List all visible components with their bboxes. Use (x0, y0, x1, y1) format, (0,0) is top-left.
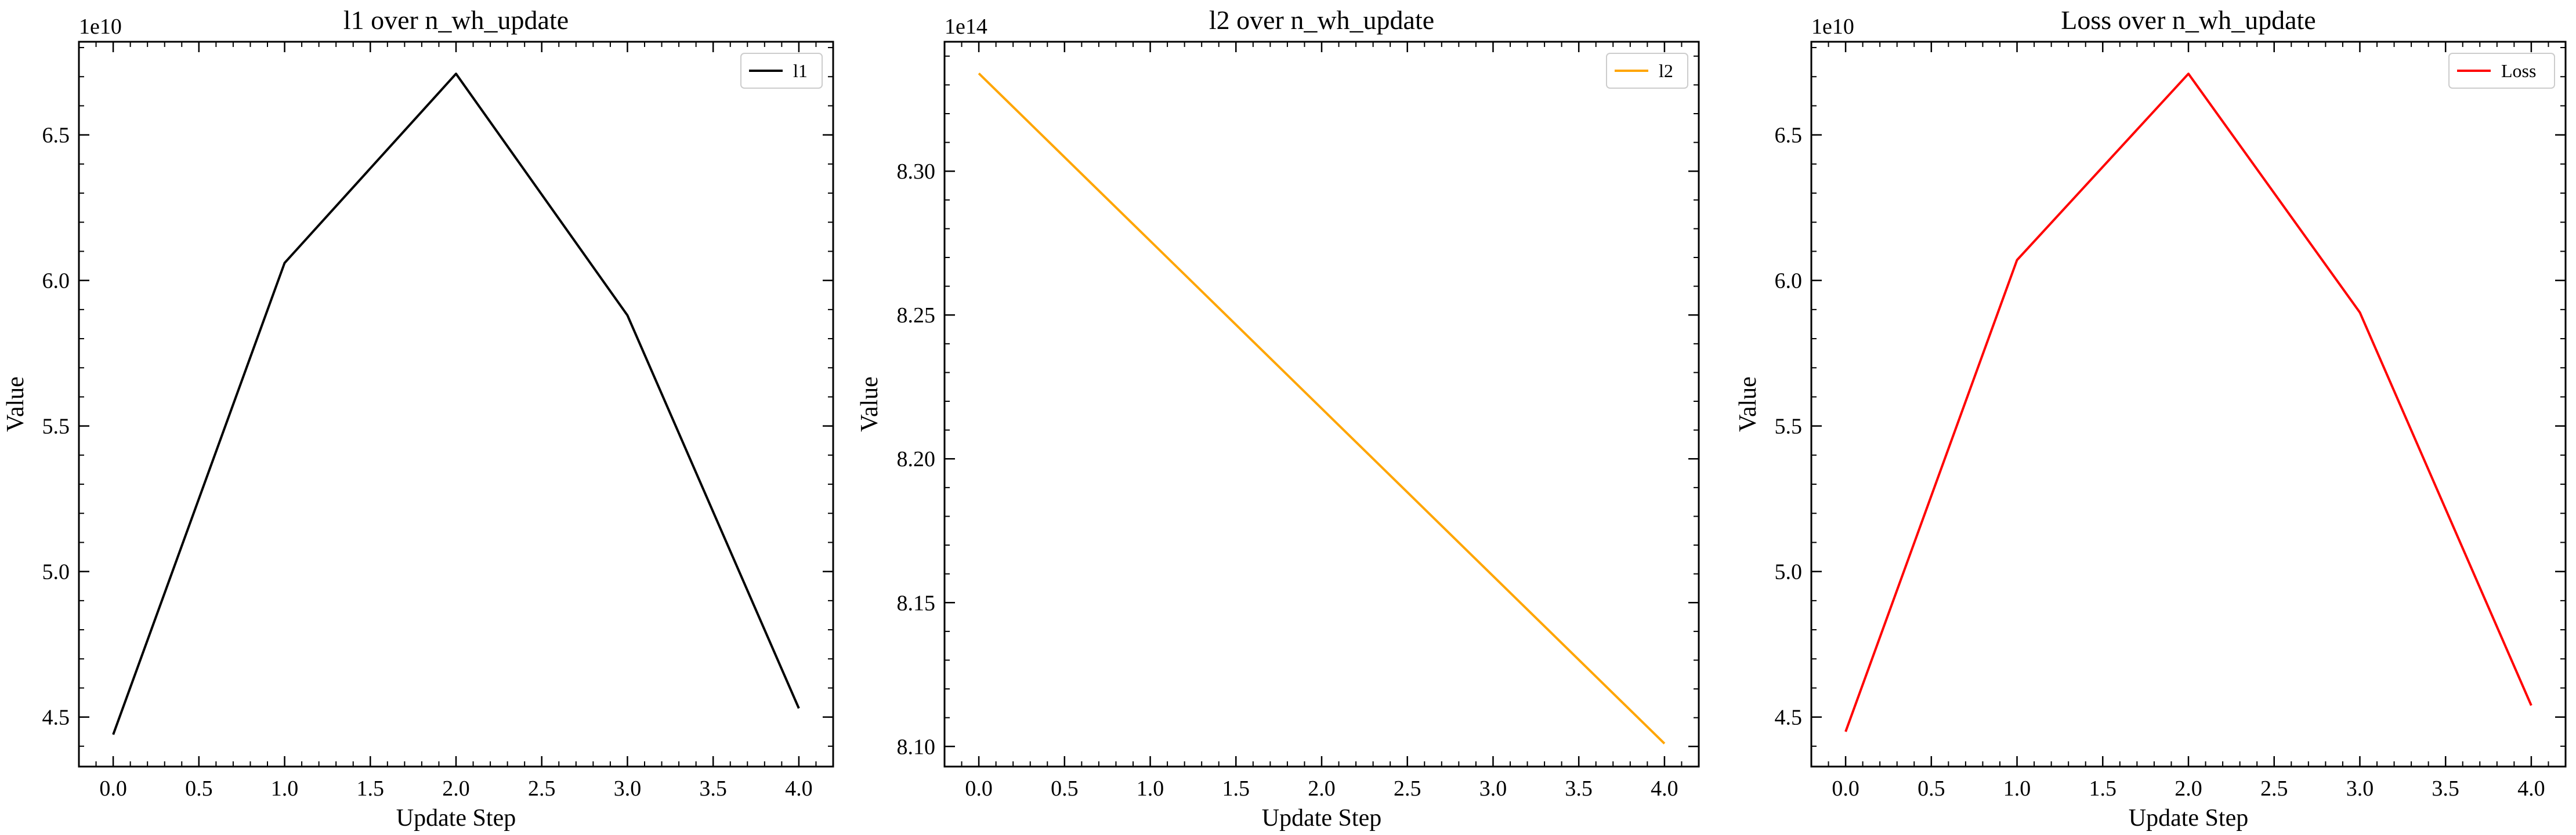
x-axis-label: Update Step (2129, 805, 2248, 832)
x-tick-label: 1.5 (357, 776, 385, 801)
panel-loss: 0.0 0.5 1.0 1.5 2.0 2.5 3.0 3.5 4.0 4.5 5.0 5.5 6.0 6… (1735, 5, 2567, 832)
x-tick-label: 2.5 (1394, 776, 1421, 801)
y-tick-label: 8.30 (897, 159, 936, 184)
panel-l2: 0.0 0.5 1.0 1.5 2.0 2.5 3.0 3.5 4.0 8.10 8.15 8.20 8… (856, 5, 1700, 832)
y-offset-label: 1e14 (945, 14, 987, 39)
x-tick-label: 3.0 (614, 776, 642, 801)
legend-label-l2: l2 (1659, 60, 1673, 81)
legend: l1 (740, 53, 823, 89)
y-axis-label: Value (856, 376, 883, 432)
legend-label-l1: l1 (793, 60, 808, 81)
x-tick-label: 3.5 (1565, 776, 1593, 801)
axes-frame (1810, 41, 2567, 768)
plot-area: 0.0 0.5 1.0 1.5 2.0 2.5 3.0 3.5 4.0 4.5 5.0 5.5 6.0 6… (1775, 41, 2567, 801)
panel-l1: 0.0 0.5 1.0 1.5 2.0 2.5 3.0 3.5 4.0 4.5 5.0 5.5 6.0 6… (2, 5, 834, 832)
x-tick-label: 1.0 (1137, 776, 1164, 801)
plot-area: 0.0 0.5 1.0 1.5 2.0 2.5 3.0 3.5 4.0 4.5 5.0 5.5 6.0 6… (42, 41, 834, 801)
x-tick-label: 3.0 (2346, 776, 2374, 801)
chart-title: Loss over n_wh_update (2061, 5, 2315, 35)
x-axis-label: Update Step (396, 805, 516, 832)
x-axis-label: Update Step (1262, 805, 1381, 832)
x-tick-label: 4.0 (2517, 776, 2545, 801)
x-tick-label: 1.0 (2003, 776, 2031, 801)
x-tick-label: 4.0 (1651, 776, 1678, 801)
x-tick-label: 3.5 (699, 776, 727, 801)
series-line-l1 (112, 72, 800, 735)
x-tick-label: 0.0 (1832, 776, 1859, 801)
y-tick-label: 5.5 (42, 415, 70, 439)
x-tick-label: 2.0 (442, 776, 470, 801)
axes-frame (943, 41, 1700, 768)
x-tick-label: 0.5 (1917, 776, 1945, 801)
legend-frame (2448, 53, 2555, 89)
x-tick-label: 1.0 (271, 776, 298, 801)
x-tick-label: 3.0 (1479, 776, 1507, 801)
y-tick-label: 4.5 (1775, 706, 1803, 730)
x-tick-label: 2.5 (528, 776, 556, 801)
axes-frame (78, 41, 834, 768)
x-tick-label: 2.0 (1308, 776, 1336, 801)
x-tick-label: 3.5 (2432, 776, 2459, 801)
chart-title: l1 over n_wh_update (343, 5, 569, 35)
legend: Loss (2448, 53, 2555, 89)
legend: l2 (1606, 53, 1688, 89)
y-tick-label: 6.5 (1775, 124, 1803, 148)
y-tick-label: 5.0 (1775, 560, 1803, 584)
plot-area: 0.0 0.5 1.0 1.5 2.0 2.5 3.0 3.5 4.0 8.10 8.15 8.20 8… (897, 41, 1700, 801)
y-axis-label: Value (2, 376, 29, 432)
y-tick-label: 8.10 (897, 735, 936, 759)
y-tick-label: 6.0 (42, 269, 70, 293)
y-tick-label: 8.20 (897, 447, 936, 471)
x-tick-label: 2.5 (2260, 776, 2288, 801)
y-axis-label: Value (1735, 376, 1761, 432)
series-line-loss (1844, 72, 2532, 732)
y-offset-label: 1e10 (79, 14, 122, 39)
x-tick-label: 0.0 (965, 776, 993, 801)
y-tick-label: 5.0 (42, 560, 70, 584)
x-tick-label: 1.5 (1222, 776, 1250, 801)
x-tick-label: 4.0 (785, 776, 813, 801)
y-tick-label: 4.5 (42, 706, 70, 730)
legend-label-loss: Loss (2501, 60, 2536, 81)
x-tick-label: 1.5 (2089, 776, 2117, 801)
y-tick-label: 5.5 (1775, 415, 1803, 439)
y-tick-label: 6.0 (1775, 269, 1803, 293)
series-line-l2 (978, 72, 1666, 745)
y-tick-label: 8.15 (897, 591, 936, 615)
x-tick-label: 0.5 (1051, 776, 1079, 801)
y-tick-label: 8.25 (897, 303, 936, 328)
chart-title: l2 over n_wh_update (1209, 5, 1434, 35)
y-tick-label: 6.5 (42, 124, 70, 148)
x-tick-label: 0.5 (185, 776, 213, 801)
x-tick-label: 2.0 (2175, 776, 2202, 801)
x-tick-label: 0.0 (99, 776, 127, 801)
y-offset-label: 1e10 (1811, 14, 1854, 39)
